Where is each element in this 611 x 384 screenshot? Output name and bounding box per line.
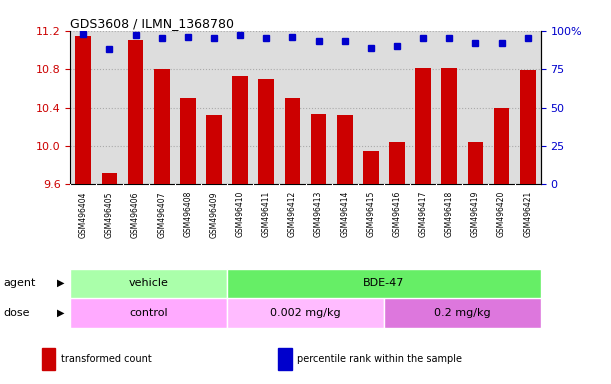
Bar [441,68,457,184]
Bar [467,142,483,184]
Text: GSM496418: GSM496418 [445,191,454,237]
Bar [258,79,274,184]
Bar [415,68,431,184]
Text: GSM496414: GSM496414 [340,191,349,237]
Text: control: control [130,308,168,318]
Bar [101,173,117,184]
Bar [232,76,248,184]
Text: ▶: ▶ [57,278,65,288]
Text: vehicle: vehicle [129,278,169,288]
Bar [42,349,56,369]
Text: GSM496419: GSM496419 [471,191,480,237]
Bar [278,349,292,369]
Bar [494,108,510,184]
Text: GSM496421: GSM496421 [523,191,532,237]
Text: GSM496413: GSM496413 [314,191,323,237]
Bar [337,115,353,184]
Text: ▶: ▶ [57,308,65,318]
Bar [227,269,541,298]
Bar [363,151,379,184]
Text: GSM496411: GSM496411 [262,191,271,237]
Bar [285,98,300,184]
Text: GSM496405: GSM496405 [105,191,114,238]
Text: transformed count: transformed count [61,354,152,364]
Text: GSM496404: GSM496404 [79,191,88,238]
Text: GSM496415: GSM496415 [367,191,375,237]
Text: GSM496407: GSM496407 [157,191,166,238]
Bar [70,269,227,298]
Text: GSM496420: GSM496420 [497,191,506,237]
Text: 0.002 mg/kg: 0.002 mg/kg [270,308,341,318]
Text: GDS3608 / ILMN_1368780: GDS3608 / ILMN_1368780 [70,17,234,30]
Bar [389,142,405,184]
Text: GSM496406: GSM496406 [131,191,140,238]
Text: agent: agent [3,278,35,288]
Bar [128,40,144,184]
Text: percentile rank within the sample: percentile rank within the sample [298,354,463,364]
Text: GSM496408: GSM496408 [183,191,192,237]
Bar [384,298,541,328]
Text: GSM496417: GSM496417 [419,191,428,237]
Bar [520,70,535,184]
Bar [154,69,170,184]
Bar [311,114,326,184]
Text: GSM496416: GSM496416 [392,191,401,237]
Text: GSM496409: GSM496409 [210,191,219,238]
Bar [206,115,222,184]
Bar [76,35,91,184]
Bar [227,298,384,328]
Text: GSM496410: GSM496410 [236,191,244,237]
Text: 0.2 mg/kg: 0.2 mg/kg [434,308,491,318]
Bar [180,98,196,184]
Text: BDE-47: BDE-47 [363,278,404,288]
Bar [70,298,227,328]
Text: GSM496412: GSM496412 [288,191,297,237]
Text: dose: dose [3,308,29,318]
